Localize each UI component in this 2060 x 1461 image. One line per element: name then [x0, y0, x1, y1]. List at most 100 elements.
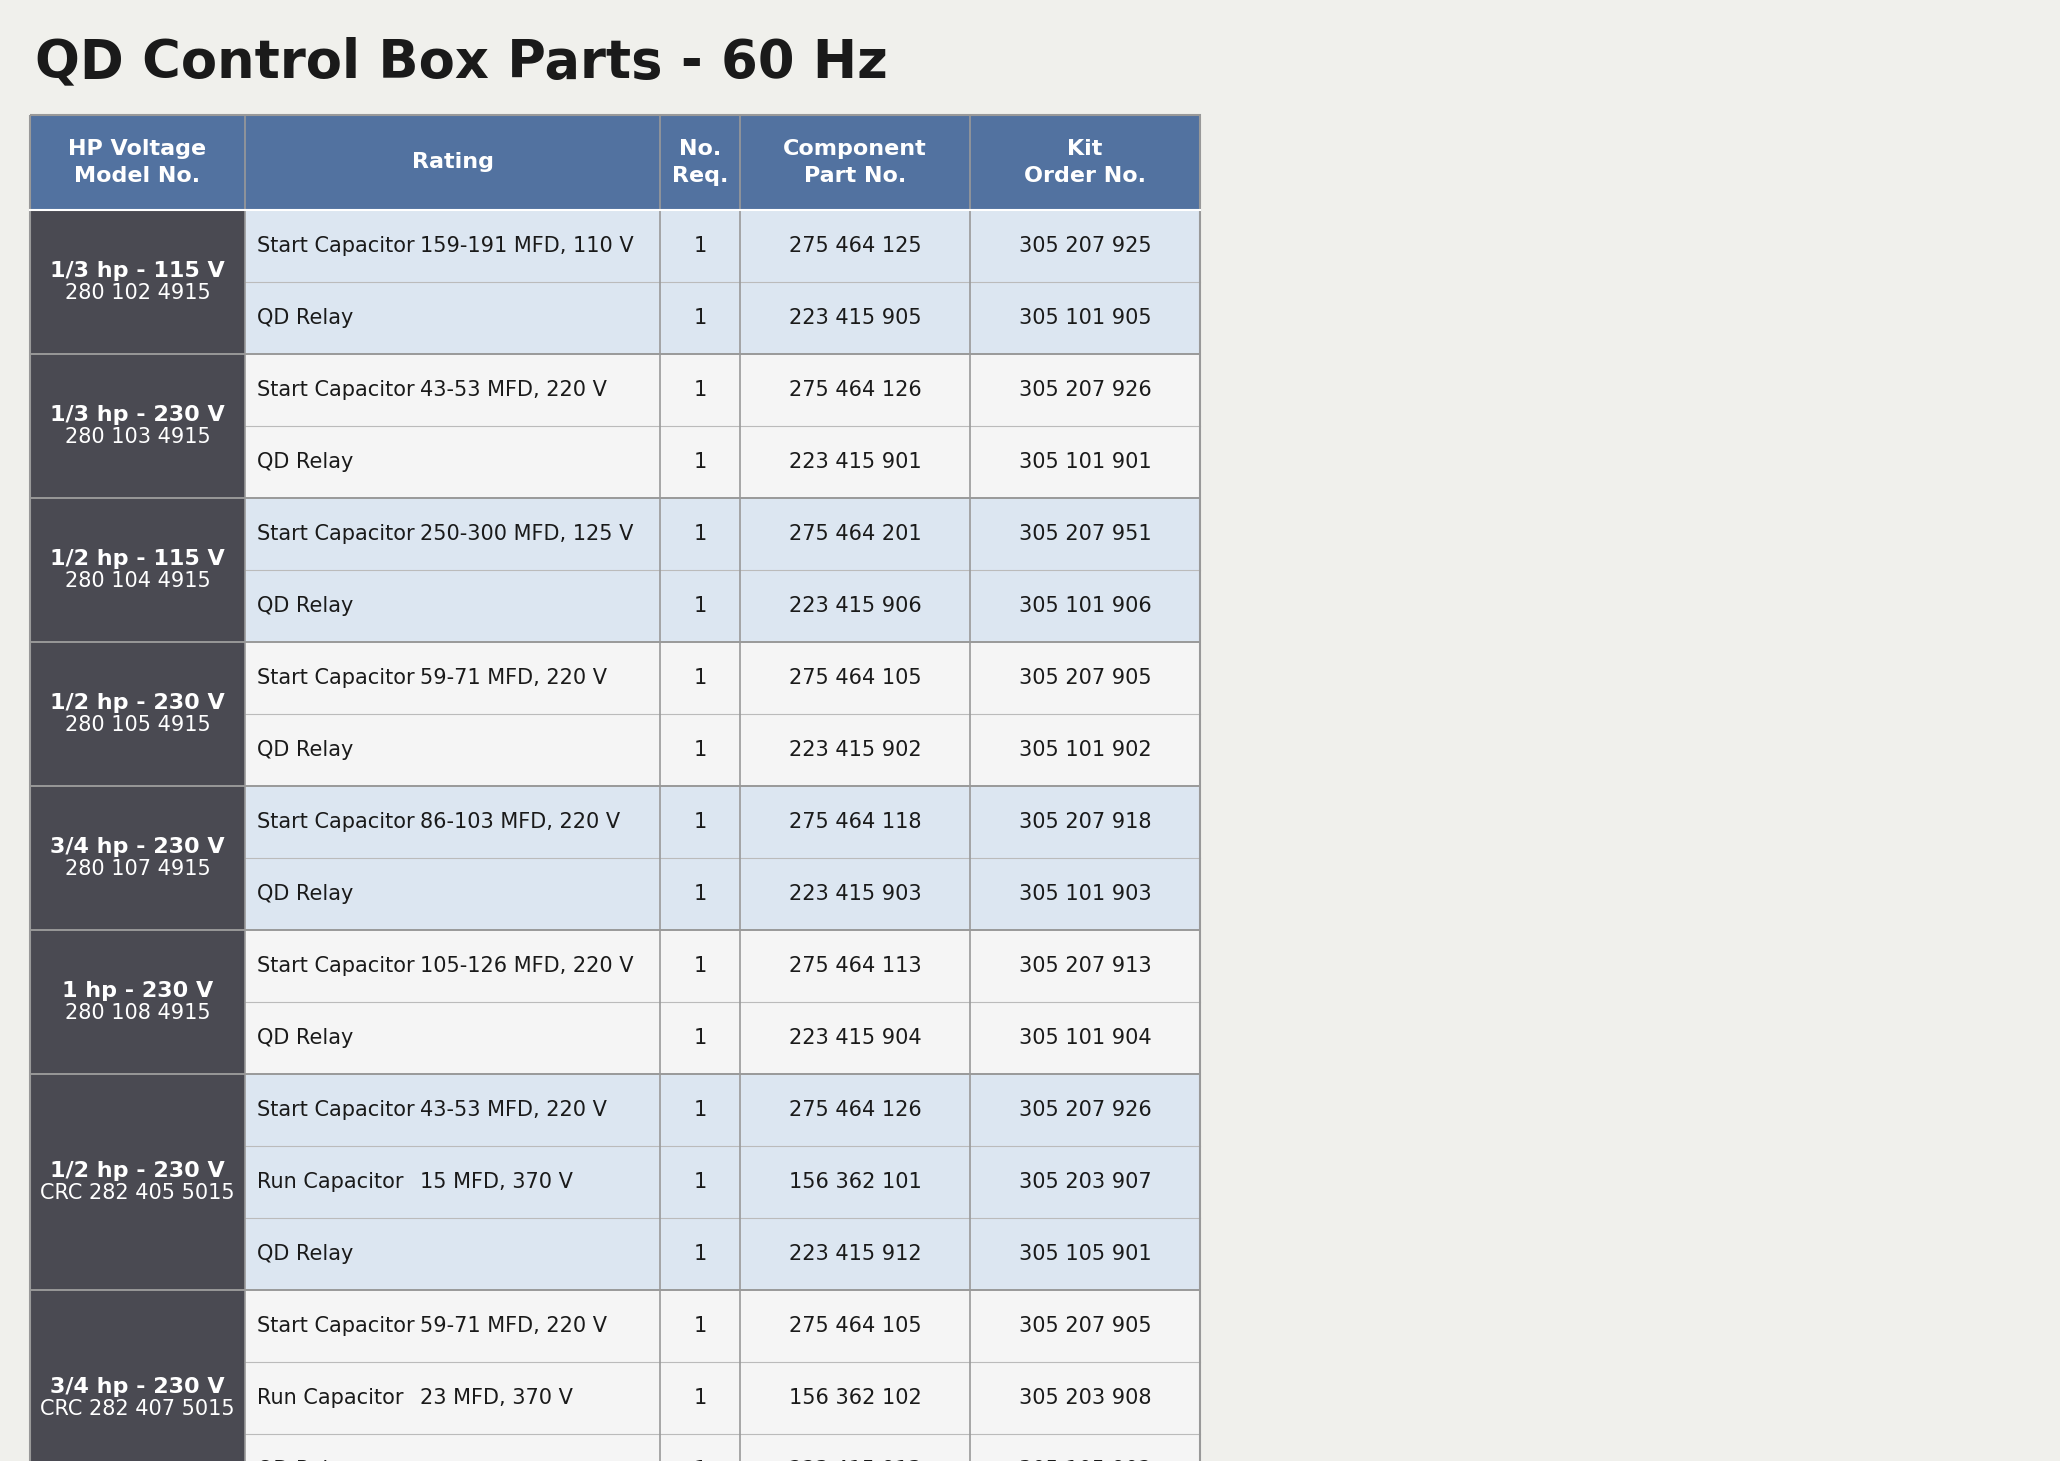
- Text: 275 464 105: 275 464 105: [789, 1316, 921, 1335]
- Bar: [245, 210, 659, 282]
- Bar: [31, 1074, 245, 1290]
- Bar: [740, 1290, 970, 1362]
- Bar: [740, 210, 970, 282]
- Text: 305 203 907: 305 203 907: [1020, 1172, 1152, 1192]
- Text: Start Capacitor: Start Capacitor: [258, 668, 414, 688]
- Bar: [970, 1362, 1201, 1435]
- Bar: [31, 1290, 245, 1461]
- Text: 305 101 903: 305 101 903: [1020, 884, 1152, 904]
- Text: 1: 1: [694, 308, 707, 329]
- Text: 1/3 hp - 115 V: 1/3 hp - 115 V: [49, 262, 225, 281]
- Text: 3/4 hp - 230 V: 3/4 hp - 230 V: [49, 837, 225, 858]
- Text: QD Relay: QD Relay: [258, 596, 354, 617]
- Text: 275 464 105: 275 464 105: [789, 668, 921, 688]
- Bar: [31, 786, 245, 931]
- Bar: [31, 498, 245, 641]
- Text: 1: 1: [694, 380, 707, 400]
- Text: No.
Req.: No. Req.: [672, 139, 727, 186]
- Text: 1: 1: [694, 955, 707, 976]
- Text: Start Capacitor: Start Capacitor: [258, 955, 414, 976]
- Text: 305 207 951: 305 207 951: [1020, 524, 1152, 543]
- Text: 1: 1: [694, 1029, 707, 1048]
- Bar: [970, 641, 1201, 714]
- Text: 280 103 4915: 280 103 4915: [64, 427, 210, 447]
- Bar: [659, 1435, 740, 1461]
- Text: 305 203 908: 305 203 908: [1020, 1388, 1152, 1408]
- Bar: [659, 1074, 740, 1145]
- Text: 305 101 905: 305 101 905: [1020, 308, 1152, 329]
- Text: 1/2 hp - 115 V: 1/2 hp - 115 V: [49, 549, 225, 568]
- Bar: [31, 641, 245, 786]
- Text: 223 415 901: 223 415 901: [789, 451, 921, 472]
- Text: 305 207 926: 305 207 926: [1018, 1100, 1152, 1121]
- Bar: [659, 354, 740, 427]
- Bar: [245, 858, 659, 931]
- Text: 156 362 102: 156 362 102: [789, 1388, 921, 1408]
- Text: Component
Part No.: Component Part No.: [783, 139, 927, 186]
- Text: 1: 1: [694, 1100, 707, 1121]
- Text: Run Capacitor: Run Capacitor: [258, 1172, 404, 1192]
- Text: QD Relay: QD Relay: [258, 884, 354, 904]
- Bar: [970, 570, 1201, 641]
- Text: 43-53 MFD, 220 V: 43-53 MFD, 220 V: [420, 380, 608, 400]
- Bar: [31, 115, 1201, 210]
- Bar: [245, 1218, 659, 1290]
- Bar: [245, 1145, 659, 1218]
- Bar: [659, 282, 740, 354]
- Text: 305 105 901: 305 105 901: [1020, 1243, 1152, 1264]
- Text: 275 464 201: 275 464 201: [789, 524, 921, 543]
- Text: 305 207 926: 305 207 926: [1018, 380, 1152, 400]
- Text: 1: 1: [694, 1243, 707, 1264]
- Bar: [970, 1002, 1201, 1074]
- Bar: [245, 714, 659, 786]
- Bar: [245, 354, 659, 427]
- Text: 1: 1: [694, 1316, 707, 1335]
- Text: 223 415 906: 223 415 906: [789, 596, 921, 617]
- Bar: [659, 786, 740, 858]
- Text: Start Capacitor: Start Capacitor: [258, 237, 414, 256]
- Text: Rating: Rating: [412, 152, 494, 172]
- Text: CRC 282 405 5015: CRC 282 405 5015: [41, 1183, 235, 1202]
- Bar: [245, 786, 659, 858]
- Text: 1: 1: [694, 451, 707, 472]
- Bar: [970, 427, 1201, 498]
- Bar: [740, 858, 970, 931]
- Bar: [659, 1002, 740, 1074]
- Text: 275 464 113: 275 464 113: [789, 955, 921, 976]
- Text: 275 464 125: 275 464 125: [789, 237, 921, 256]
- Text: 305 207 905: 305 207 905: [1020, 1316, 1152, 1335]
- Text: 1/3 hp - 230 V: 1/3 hp - 230 V: [49, 405, 225, 425]
- Bar: [245, 1435, 659, 1461]
- Bar: [740, 1145, 970, 1218]
- Text: 305 101 902: 305 101 902: [1020, 741, 1152, 760]
- Bar: [659, 570, 740, 641]
- Bar: [659, 427, 740, 498]
- Text: 86-103 MFD, 220 V: 86-103 MFD, 220 V: [420, 812, 620, 831]
- Bar: [31, 115, 1201, 1461]
- Bar: [970, 354, 1201, 427]
- Text: 280 107 4915: 280 107 4915: [64, 859, 210, 880]
- Text: 43-53 MFD, 220 V: 43-53 MFD, 220 V: [420, 1100, 608, 1121]
- Bar: [970, 210, 1201, 282]
- Bar: [245, 931, 659, 1002]
- Text: 1: 1: [694, 1388, 707, 1408]
- Text: 280 104 4915: 280 104 4915: [64, 571, 210, 592]
- Text: 275 464 126: 275 464 126: [789, 1100, 921, 1121]
- Bar: [659, 210, 740, 282]
- Bar: [245, 1002, 659, 1074]
- Bar: [970, 1218, 1201, 1290]
- Bar: [31, 931, 245, 1074]
- Text: 275 464 118: 275 464 118: [789, 812, 921, 831]
- Text: 1 hp - 230 V: 1 hp - 230 V: [62, 980, 212, 1001]
- Bar: [245, 498, 659, 570]
- Bar: [31, 210, 245, 354]
- Text: 1: 1: [694, 1172, 707, 1192]
- Text: 159-191 MFD, 110 V: 159-191 MFD, 110 V: [420, 237, 634, 256]
- Text: QD Relay: QD Relay: [258, 1243, 354, 1264]
- Text: 250-300 MFD, 125 V: 250-300 MFD, 125 V: [420, 524, 632, 543]
- Text: 223 415 912: 223 415 912: [789, 1243, 921, 1264]
- Text: 280 108 4915: 280 108 4915: [64, 1004, 210, 1023]
- Text: 105-126 MFD, 220 V: 105-126 MFD, 220 V: [420, 955, 634, 976]
- Bar: [740, 1435, 970, 1461]
- Bar: [245, 1362, 659, 1435]
